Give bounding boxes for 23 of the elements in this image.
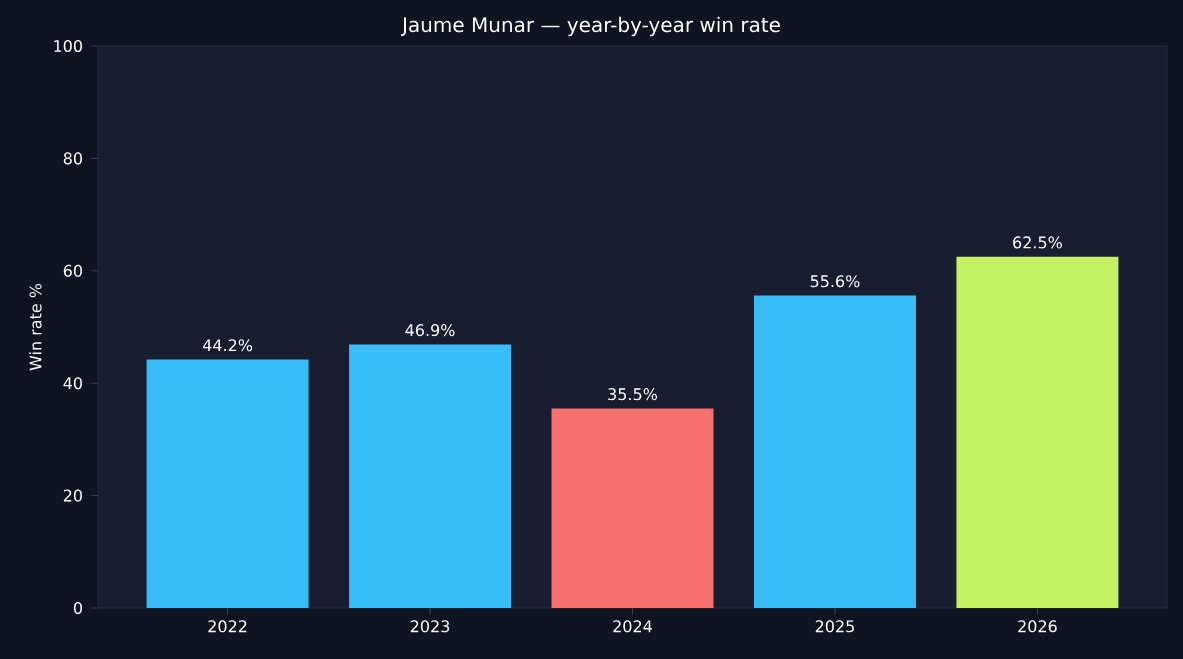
x-tick-label: 2022 (208, 620, 247, 633)
y-tick-label: 20 (63, 489, 83, 502)
y-tick-label: 0 (73, 601, 83, 615)
bar (753, 295, 916, 608)
data-label: 55.6% (810, 275, 860, 288)
bar (956, 256, 1119, 608)
data-label: 44.2% (202, 339, 253, 352)
x-tick-label: 2024 (613, 620, 652, 633)
data-label: 46.9% (405, 324, 455, 337)
y-axis-title: Win rate % (29, 283, 42, 371)
y-tick-label: 60 (63, 264, 83, 277)
bar (146, 359, 309, 608)
chart-title: Jaume Munar — year-by-year win rate (401, 16, 780, 37)
x-tick-label: 2023 (410, 620, 450, 633)
bar (551, 408, 714, 608)
data-label: 35.5% (608, 388, 658, 401)
x-tick-label: 2025 (815, 620, 854, 633)
y-tick-label: 80 (63, 152, 83, 165)
y-tick-label: 100 (54, 39, 82, 53)
y-tick-label: 40 (63, 377, 83, 390)
bar (349, 344, 512, 608)
data-label: 62.5% (1013, 236, 1062, 249)
x-tick-label: 2026 (1018, 620, 1057, 633)
